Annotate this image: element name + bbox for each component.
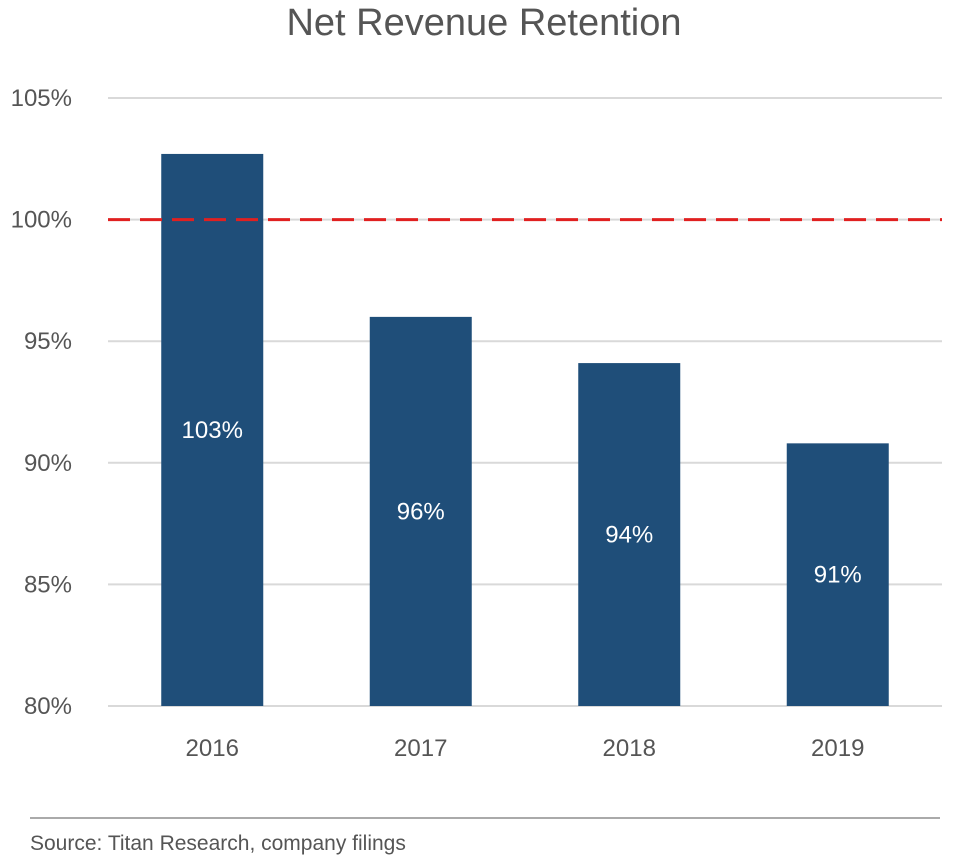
x-category-label: 2017 [394,735,447,762]
data-label-2019: 91% [814,562,862,589]
bar-2019 [786,443,889,706]
x-category-label: 2019 [811,735,864,762]
y-tick-label: 95% [24,328,72,355]
bars: 103% 96% 94% 91% [161,153,889,706]
chart-title: Net Revenue Retention [286,2,681,44]
data-label-2017: 96% [397,498,445,525]
y-tick-label: 80% [24,693,72,720]
data-label-2018: 94% [605,522,653,549]
x-category-label: 2016 [186,735,239,762]
source-note: Source: Titan Research, company filings [30,832,406,855]
x-axis-categories: 2016 2017 2018 2019 [186,735,865,762]
bar-2017 [369,316,472,706]
data-label-2016: 103% [182,417,243,444]
y-tick-label: 105% [11,85,72,112]
y-tick-label: 100% [11,207,72,234]
y-axis-ticks: 80% 85% 90% 95% 100% 105% [11,85,72,720]
bar-2016 [161,153,264,706]
y-tick-label: 85% [24,571,72,598]
x-category-label: 2018 [603,735,656,762]
bar-2018 [578,363,681,706]
y-tick-label: 90% [24,450,72,477]
